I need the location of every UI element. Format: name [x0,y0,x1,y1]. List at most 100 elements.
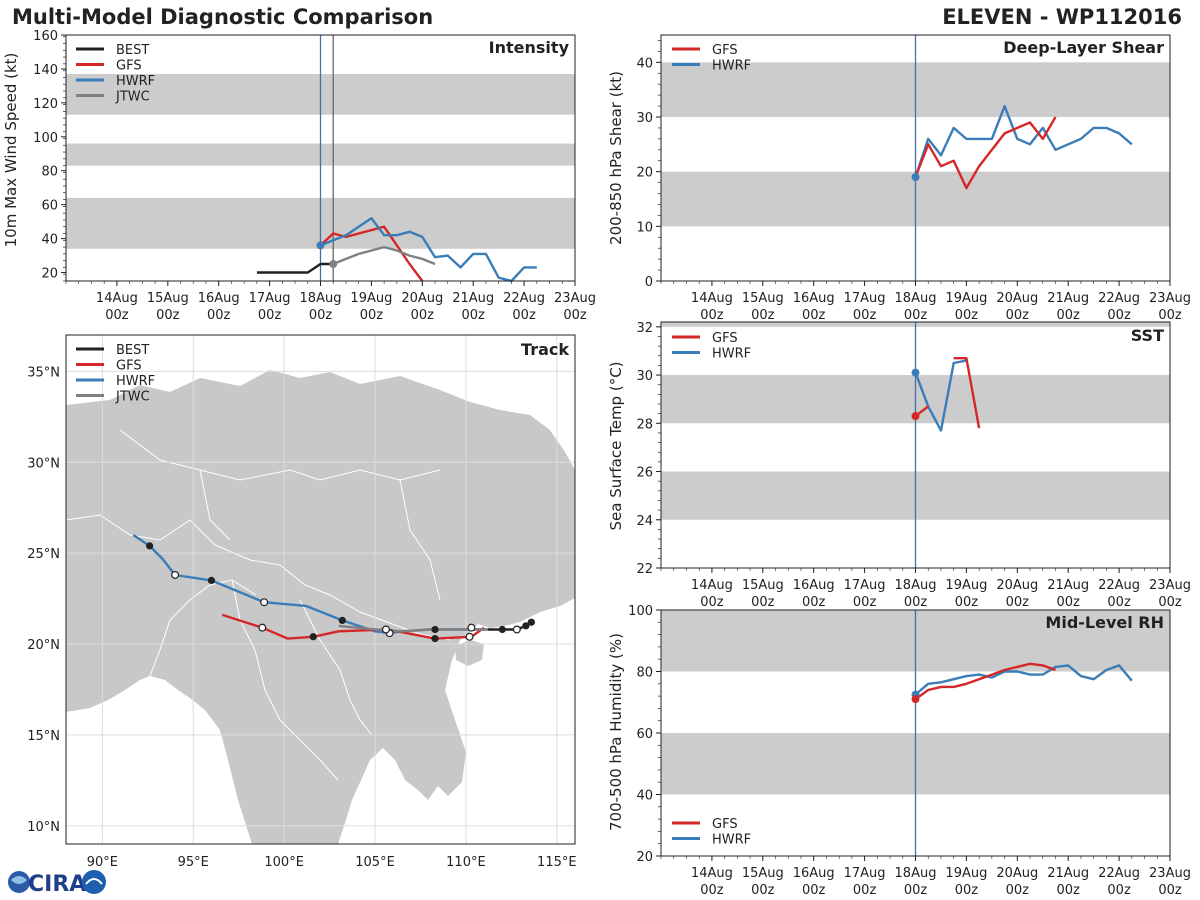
intensity-xtick-hour: 00z [105,308,129,323]
track-legend-label-best: BEST [116,343,149,358]
sst-legend-label-hwrf: HWRF [712,347,751,362]
rh-xtick-date: 22Aug [1098,866,1140,881]
intensity-marker-1 [329,260,338,269]
rh-ytick-label: 80 [636,666,653,681]
intensity-xtick-date: 19Aug [350,291,392,306]
shear-series-hwrf-0 [914,104,1133,178]
track-point-filled [146,542,154,550]
sst-xtick-date: 14Aug [691,578,733,593]
track-xtick-label: 100°E [264,855,304,870]
sst-xtick-hour: 00z [751,595,775,610]
intensity-marker-0 [316,241,325,250]
intensity-xtick-date: 20Aug [401,291,443,306]
intensity-xtick-hour: 00z [462,308,486,323]
sst-xtick-date: 18Aug [895,578,937,593]
hainan-island [455,640,484,666]
intensity-series-jtwc-3 [332,245,436,266]
panel-rh: 20 40 60 80 100 14Aug 00z 15Aug 00z 16Aug 00z 17Aug… [628,604,1191,898]
intensity-xtick-hour: 00z [207,308,231,323]
intensity-xtick-hour: 00z [512,308,536,323]
rh-xtick-hour: 00z [853,883,877,898]
rh-xtick-date: 20Aug [996,866,1038,881]
sst-xtick-date: 16Aug [793,578,835,593]
rh-xtick-date: 16Aug [793,866,835,881]
track-gridlines [66,335,575,844]
shear-xtick-hour: 00z [1158,308,1182,323]
logo-text: CIRA [28,872,86,897]
intensity-ytick-label: 20 [41,267,58,282]
rh-xtick-date: 15Aug [742,866,784,881]
intensity-xtick-hour: 00z [360,308,384,323]
intensity-xtick-hour: 00z [156,308,180,323]
sst-series-gfs-2 [953,357,981,429]
shear-xtick-date: 16Aug [793,291,835,306]
track-point-filled [431,634,439,643]
rh-legend-label-gfs: GFS [712,817,738,832]
track-point-open [467,623,476,632]
shear-xtick-date: 21Aug [1047,291,1089,306]
track-point-filled [309,633,317,641]
sst-xtick-date: 22Aug [1098,578,1140,593]
track-point-filled [431,625,439,634]
sst-xtick-hour: 00z [853,595,877,610]
shear-xtick-hour: 00z [853,308,877,323]
track-point-filled [527,618,535,626]
rh-xtick-date: 23Aug [1149,866,1191,881]
intensity-xtick-date: 22Aug [503,291,545,306]
shear-xtick-date: 17Aug [844,291,886,306]
intensity-xtick-date: 14Aug [96,291,138,306]
track-frame [65,334,576,845]
shear-xtick-date: 14Aug [691,291,733,306]
shear-ytick-label: 30 [636,111,653,126]
shear-xtick-date: 19Aug [945,291,987,306]
track-point-filled [207,576,216,585]
sst-xtick-date: 17Aug [844,578,886,593]
track-map [66,335,575,844]
sst-xtick-hour: 00z [1057,595,1081,610]
track-points [146,542,535,643]
sst-legend-label-gfs: GFS [712,331,738,346]
shear-ytick-label: 40 [636,56,653,71]
rh-xtick-hour: 00z [1057,883,1081,898]
shear-ytick-label: 20 [636,166,653,181]
rh-xtick-hour: 00z [904,883,928,898]
sst-ytick-label: 24 [636,514,653,529]
shear-xtick-hour: 00z [1057,308,1081,323]
intensity-xtick-date: 18Aug [300,291,342,306]
track-point-open [260,598,269,607]
rh-xtick-hour: 00z [1006,883,1030,898]
emblem-icon [82,870,106,894]
sst-ytick-label: 30 [636,369,653,384]
axes: 2040608010012014016014Aug00z15Aug00z16Au… [27,29,1191,898]
intensity-xtick-date: 17Aug [249,291,291,306]
rh-xtick-date: 14Aug [691,866,733,881]
shear-xtick-date: 18Aug [895,291,937,306]
rh-xtick-date: 21Aug [1047,866,1089,881]
intensity-xtick-hour: 00z [258,308,282,323]
track-xtick-label: 115°E [537,855,577,870]
shear-ytick-label: 0 [645,275,653,290]
sst-ytick-label: 22 [636,562,653,577]
track-legend-label-gfs: GFS [116,359,142,374]
ylabel-rh: 700-500 hPa Humidity (%) [607,633,625,831]
track-point-open [171,570,180,579]
track-xtick-label: 95°E [178,855,209,870]
intensity-ytick-label: 160 [33,29,58,44]
panel-title-sst: SST [1131,326,1164,345]
rh-ytick-label: 20 [636,850,653,865]
panel-title-rh: Mid-Level RH [1045,613,1164,632]
track-point-filled [498,625,506,634]
sst-xtick-hour: 00z [700,595,724,610]
rh-xtick-hour: 00z [802,883,826,898]
sst-xtick-hour: 00z [904,595,928,610]
sst-ytick-label: 28 [636,417,653,432]
shear-xtick-hour: 00z [955,308,979,323]
intensity-series-gfs-1 [319,225,424,282]
sst-xtick-hour: 00z [1158,595,1182,610]
track-point-open [258,623,267,632]
track-point-open [465,632,474,641]
track-line-jtwc [338,624,488,633]
